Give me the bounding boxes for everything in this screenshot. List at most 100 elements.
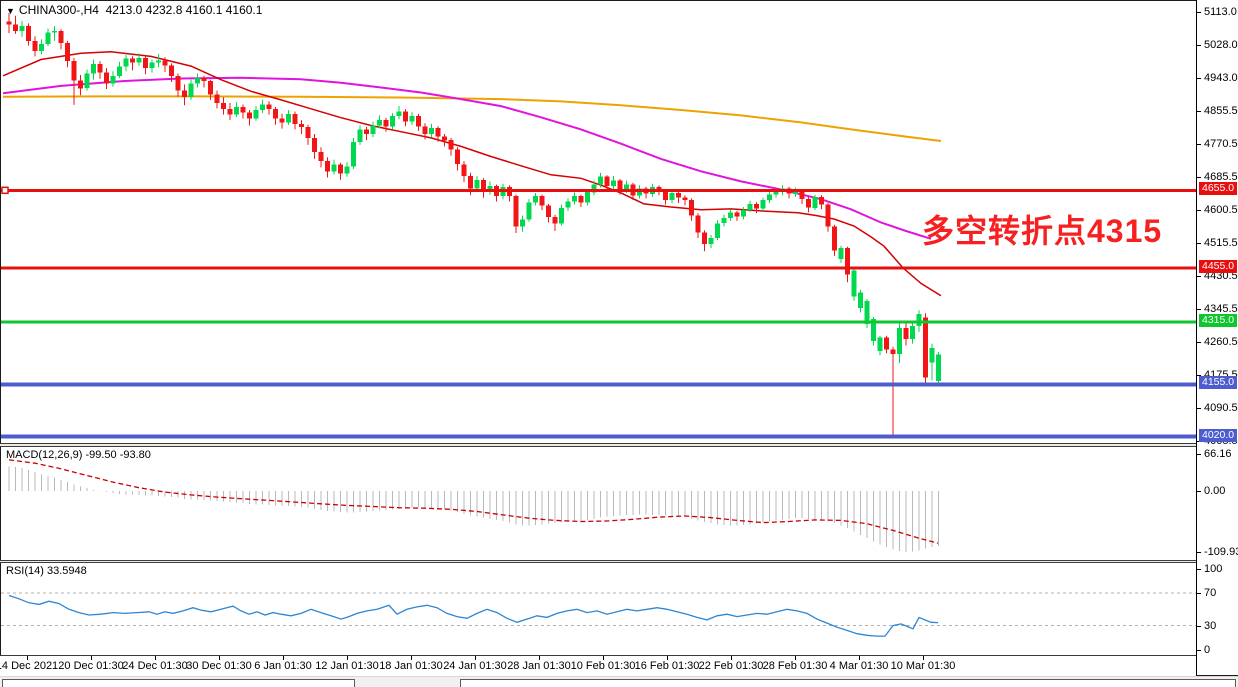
candle[interactable] xyxy=(715,220,720,241)
candle[interactable] xyxy=(318,147,324,168)
candle[interactable] xyxy=(806,196,811,213)
candle[interactable] xyxy=(585,189,590,206)
candle[interactable] xyxy=(695,213,701,238)
trend-annotation-text[interactable]: 多空转折点4315 xyxy=(922,213,1163,249)
candle[interactable] xyxy=(676,191,681,204)
candle[interactable] xyxy=(45,28,51,47)
candle[interactable] xyxy=(344,162,350,177)
candle[interactable] xyxy=(13,15,18,34)
candle[interactable] xyxy=(786,186,792,199)
candle[interactable] xyxy=(936,352,941,384)
candle[interactable] xyxy=(78,75,83,96)
candle[interactable] xyxy=(559,204,564,226)
candle[interactable] xyxy=(325,157,330,178)
candle[interactable] xyxy=(461,161,467,183)
candle[interactable] xyxy=(234,102,239,117)
candle[interactable] xyxy=(897,323,902,363)
candle[interactable] xyxy=(377,115,382,129)
candle[interactable] xyxy=(221,97,226,115)
candle[interactable] xyxy=(760,197,766,211)
candle[interactable] xyxy=(877,335,883,356)
candle[interactable] xyxy=(728,209,733,221)
candle[interactable] xyxy=(468,172,473,196)
candle[interactable] xyxy=(338,162,343,180)
candle[interactable] xyxy=(435,126,441,142)
candle[interactable] xyxy=(19,20,25,37)
candle[interactable] xyxy=(611,175,616,190)
candle[interactable] xyxy=(767,191,772,204)
candle[interactable] xyxy=(71,58,77,105)
candle[interactable] xyxy=(552,214,558,231)
candle[interactable] xyxy=(6,13,12,34)
candle[interactable] xyxy=(604,175,610,191)
candle[interactable] xyxy=(97,61,103,79)
hline-anchor-marker[interactable] xyxy=(1,186,9,195)
candle[interactable] xyxy=(104,68,109,89)
candle[interactable] xyxy=(214,90,220,109)
candle[interactable] xyxy=(682,195,688,206)
candle[interactable] xyxy=(52,26,57,41)
candle[interactable] xyxy=(845,246,850,283)
candle[interactable] xyxy=(494,184,499,202)
candle[interactable] xyxy=(227,103,233,121)
candle[interactable] xyxy=(754,202,759,214)
price-chart-pane[interactable] xyxy=(1,1,1196,444)
candle[interactable] xyxy=(858,290,863,313)
candle[interactable] xyxy=(526,199,532,222)
candle[interactable] xyxy=(825,203,831,232)
candle[interactable] xyxy=(175,73,181,97)
candle[interactable] xyxy=(572,192,577,205)
candle[interactable] xyxy=(507,185,512,202)
candle[interactable] xyxy=(136,53,142,66)
candle[interactable] xyxy=(643,186,649,199)
candle[interactable] xyxy=(487,181,493,195)
candle[interactable] xyxy=(819,195,824,210)
candle[interactable] xyxy=(923,313,928,384)
candle[interactable] xyxy=(110,71,116,87)
candle[interactable] xyxy=(910,321,915,344)
pane-splitter-macd[interactable] xyxy=(0,443,1238,447)
candle[interactable] xyxy=(117,61,122,79)
candle[interactable] xyxy=(292,111,298,130)
candle[interactable] xyxy=(370,121,376,138)
candle[interactable] xyxy=(260,99,265,114)
rsi-pane[interactable] xyxy=(1,563,1196,654)
macd-pane[interactable] xyxy=(1,447,1196,560)
candle[interactable] xyxy=(448,137,454,156)
candle[interactable] xyxy=(39,39,44,55)
candle[interactable] xyxy=(396,106,402,120)
candle[interactable] xyxy=(91,59,96,80)
chart-collapse-icon[interactable]: ▼ xyxy=(6,6,15,16)
candle[interactable] xyxy=(253,106,259,121)
time-axis[interactable]: 14 Dec 2021 20 Dec 01:30 24 Dec 01:30 30 De… xyxy=(0,655,1196,676)
candle[interactable] xyxy=(721,214,727,227)
candle[interactable] xyxy=(890,346,896,437)
candle[interactable] xyxy=(734,210,740,221)
candle[interactable] xyxy=(208,79,213,100)
candle[interactable] xyxy=(357,125,363,145)
price-axis[interactable]: 5113.0 5028.0 4943.0 4855.5 4770.5 4685.5 4600… xyxy=(1196,0,1238,675)
candle[interactable] xyxy=(130,56,135,71)
candle[interactable] xyxy=(520,215,525,232)
candle[interactable] xyxy=(390,113,395,130)
candle[interactable] xyxy=(838,245,844,263)
candle[interactable] xyxy=(331,159,337,175)
candle[interactable] xyxy=(201,75,207,88)
candle[interactable] xyxy=(195,73,200,88)
candle[interactable] xyxy=(351,137,356,169)
candle[interactable] xyxy=(442,134,447,147)
candle[interactable] xyxy=(669,189,675,204)
candle[interactable] xyxy=(143,55,148,75)
candle[interactable] xyxy=(578,194,584,207)
candle[interactable] xyxy=(32,36,38,57)
candle[interactable] xyxy=(58,29,64,50)
candle[interactable] xyxy=(286,110,291,125)
candle[interactable] xyxy=(513,194,519,233)
candle[interactable] xyxy=(240,104,246,119)
candle[interactable] xyxy=(884,335,889,354)
candle[interactable] xyxy=(156,54,161,68)
candle[interactable] xyxy=(851,269,857,301)
candle[interactable] xyxy=(162,57,168,72)
candle[interactable] xyxy=(455,147,460,171)
candle[interactable] xyxy=(312,134,317,159)
